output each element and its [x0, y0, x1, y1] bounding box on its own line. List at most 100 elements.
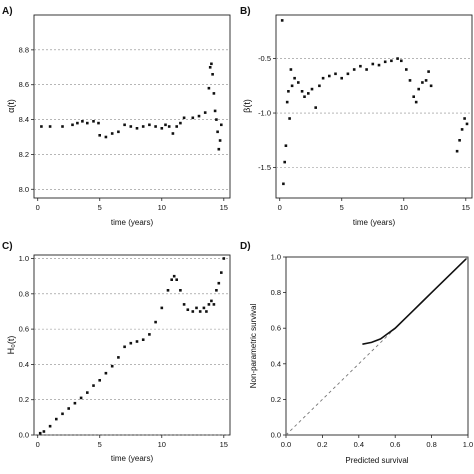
data-point [167, 125, 171, 128]
data-point [48, 125, 52, 128]
data-point [135, 340, 139, 343]
data-point [202, 306, 206, 310]
data-point [396, 57, 399, 60]
data-point [215, 289, 218, 292]
data-point [352, 68, 356, 71]
x-tick-label: 5 [340, 203, 344, 212]
data-point [280, 19, 284, 22]
data-point [97, 121, 100, 125]
data-point [460, 128, 464, 131]
data-point [166, 289, 170, 292]
data-point [175, 278, 178, 281]
y-tick-label: 8.6 [19, 80, 29, 89]
data-point [197, 114, 201, 118]
x-axis-label: time (years) [111, 218, 154, 227]
data-point [205, 310, 208, 313]
data-point [164, 123, 167, 127]
data-point [172, 274, 176, 278]
data-point [217, 281, 221, 285]
x-tick-label: 10 [158, 203, 166, 212]
data-point [55, 417, 58, 421]
x-tick-label: 0.2 [317, 440, 327, 449]
data-point [285, 100, 289, 104]
x-tick-label: 15 [462, 203, 470, 212]
data-point [334, 72, 337, 76]
data-point [67, 407, 70, 410]
y-tick-label: 8.8 [19, 45, 29, 54]
data-point [129, 341, 133, 345]
data-point [182, 303, 186, 306]
data-point [288, 117, 291, 120]
y-tick-label: 0.8 [19, 289, 29, 298]
y-tick-label: 0.4 [19, 360, 29, 369]
x-tick-label: 15 [220, 203, 228, 212]
y-tick-label: 8.2 [19, 150, 29, 159]
data-point [110, 364, 114, 368]
y-tick-label: 0.8 [271, 288, 281, 297]
data-point [117, 356, 120, 359]
data-point [129, 125, 133, 128]
data-point [135, 127, 139, 130]
data-point [38, 431, 42, 435]
data-point [104, 135, 108, 139]
data-point [408, 79, 412, 82]
data-point [377, 63, 381, 67]
x-tick-label: 0.6 [390, 440, 400, 449]
y-tick-label: 8.0 [19, 185, 29, 194]
data-point [123, 345, 126, 349]
data-point [191, 116, 195, 120]
data-point [216, 130, 219, 134]
data-point [104, 371, 108, 375]
data-point [186, 308, 190, 311]
data-point [212, 303, 216, 306]
data-point [390, 59, 393, 63]
data-point [79, 396, 83, 400]
data-point [307, 92, 310, 95]
data-point [160, 306, 164, 310]
y-tick-label: 0.0 [271, 431, 281, 440]
data-point [289, 68, 293, 71]
y-tick-label: 0.0 [19, 431, 29, 440]
data-point [160, 127, 164, 130]
data-point [427, 70, 430, 73]
data-point [310, 87, 314, 91]
data-point [98, 134, 101, 137]
data-point [92, 384, 95, 387]
y-tick-label: 1.0 [271, 253, 281, 262]
data-point [61, 125, 64, 128]
data-point [287, 90, 290, 93]
data-point [198, 310, 202, 313]
y-tick-label: 0.2 [19, 395, 29, 404]
data-point [217, 147, 221, 151]
data-point [170, 278, 173, 281]
data-point [283, 160, 286, 164]
data-point [222, 257, 226, 260]
y-tick-label: 0.6 [19, 325, 29, 334]
data-point [61, 412, 64, 416]
data-point [365, 68, 368, 71]
y-tick-label: 0.2 [271, 395, 281, 404]
data-point [346, 72, 350, 76]
data-point [424, 79, 428, 82]
data-point [463, 117, 466, 120]
panel-label: B) [240, 6, 251, 17]
data-point [321, 76, 325, 80]
data-point [171, 132, 175, 135]
data-point [293, 76, 296, 80]
data-point [359, 64, 362, 68]
data-point [297, 81, 300, 84]
data-point [148, 333, 151, 336]
data-point [412, 95, 415, 98]
data-point [76, 121, 79, 125]
data-point [203, 111, 207, 114]
x-tick-label: 0.8 [426, 440, 436, 449]
y-tick-label: 8.4 [19, 115, 29, 124]
data-point [421, 81, 424, 84]
data-point [220, 271, 223, 274]
data-point [284, 144, 288, 147]
panel-c: C) time (years) H₀(t) 0 5 10 15 0.0 0.2 0.4 0.6… [2, 241, 231, 463]
x-tick-label: 0.4 [354, 440, 364, 449]
data-point [314, 106, 317, 109]
panel-label: D) [240, 241, 251, 252]
panel-label: C) [2, 241, 13, 252]
